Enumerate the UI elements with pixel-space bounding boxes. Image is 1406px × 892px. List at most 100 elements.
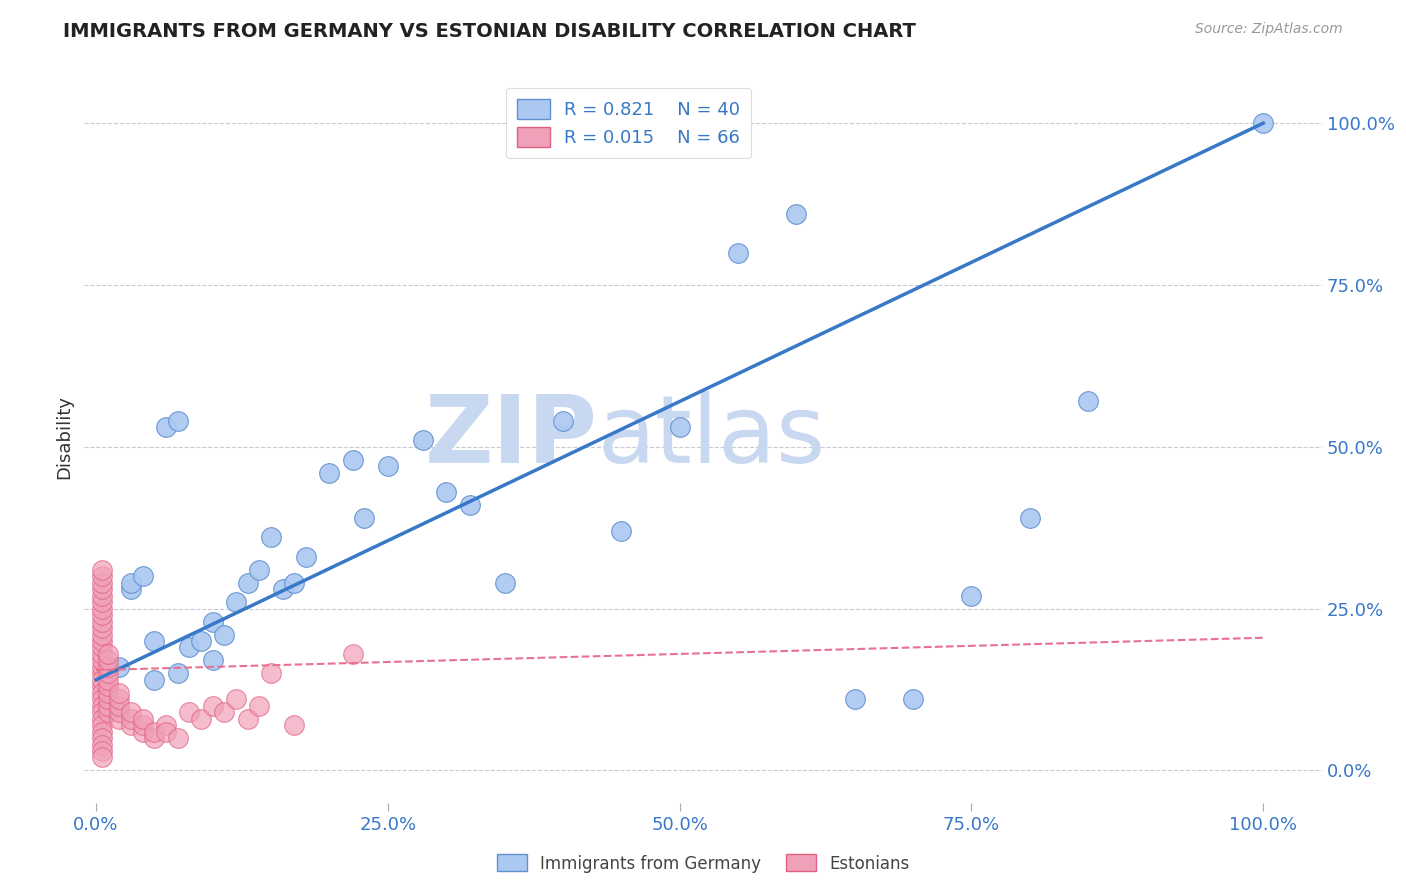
Text: Source: ZipAtlas.com: Source: ZipAtlas.com <box>1195 22 1343 37</box>
Point <box>190 634 212 648</box>
Point <box>143 731 166 745</box>
Point <box>97 673 120 687</box>
Point <box>90 698 112 713</box>
Point <box>785 207 807 221</box>
Point <box>132 569 155 583</box>
Point <box>412 434 434 448</box>
Point <box>90 615 112 629</box>
Point <box>844 692 866 706</box>
Point <box>97 698 120 713</box>
Point <box>283 575 305 590</box>
Point <box>434 485 457 500</box>
Y-axis label: Disability: Disability <box>55 395 73 479</box>
Point <box>90 634 112 648</box>
Point <box>90 608 112 623</box>
Point <box>90 563 112 577</box>
Point <box>377 459 399 474</box>
Point <box>108 705 131 719</box>
Point <box>90 640 112 655</box>
Point <box>143 724 166 739</box>
Text: ZIP: ZIP <box>425 391 598 483</box>
Point <box>318 466 340 480</box>
Point <box>90 718 112 732</box>
Point <box>295 549 318 564</box>
Point <box>166 414 188 428</box>
Text: atlas: atlas <box>598 391 827 483</box>
Point <box>283 718 305 732</box>
Point <box>90 569 112 583</box>
Point <box>260 666 283 681</box>
Point <box>668 420 690 434</box>
Point <box>90 595 112 609</box>
Point <box>90 647 112 661</box>
Text: IMMIGRANTS FROM GERMANY VS ESTONIAN DISABILITY CORRELATION CHART: IMMIGRANTS FROM GERMANY VS ESTONIAN DISA… <box>63 22 917 41</box>
Point <box>249 563 271 577</box>
Point <box>97 692 120 706</box>
Point <box>120 582 142 597</box>
Point <box>494 575 516 590</box>
Point <box>90 705 112 719</box>
Point <box>132 712 155 726</box>
Point <box>90 712 112 726</box>
Legend: Immigrants from Germany, Estonians: Immigrants from Germany, Estonians <box>489 847 917 880</box>
Point <box>1251 116 1274 130</box>
Point <box>90 589 112 603</box>
Point <box>97 660 120 674</box>
Point <box>1077 394 1099 409</box>
Point <box>97 679 120 693</box>
Point <box>90 750 112 764</box>
Point <box>90 731 112 745</box>
Point <box>90 653 112 667</box>
Point <box>90 692 112 706</box>
Point <box>90 660 112 674</box>
Point <box>97 686 120 700</box>
Point <box>97 647 120 661</box>
Point <box>201 615 224 629</box>
Point <box>120 712 142 726</box>
Point <box>960 589 983 603</box>
Point <box>342 647 364 661</box>
Legend: R = 0.821    N = 40, R = 0.015    N = 66: R = 0.821 N = 40, R = 0.015 N = 66 <box>506 87 751 158</box>
Point <box>236 712 259 726</box>
Point <box>108 712 131 726</box>
Point <box>90 666 112 681</box>
Point <box>155 718 177 732</box>
Point <box>271 582 294 597</box>
Point <box>97 705 120 719</box>
Point <box>97 653 120 667</box>
Point <box>90 679 112 693</box>
Point <box>90 582 112 597</box>
Point <box>108 660 131 674</box>
Point <box>90 686 112 700</box>
Point <box>201 653 224 667</box>
Point <box>90 627 112 641</box>
Point <box>249 698 271 713</box>
Point <box>143 634 166 648</box>
Point <box>166 731 188 745</box>
Point <box>90 738 112 752</box>
Point <box>727 245 749 260</box>
Point <box>260 530 283 544</box>
Point <box>120 575 142 590</box>
Point <box>225 595 247 609</box>
Point <box>90 601 112 615</box>
Point <box>901 692 924 706</box>
Point <box>108 698 131 713</box>
Point <box>214 705 236 719</box>
Point <box>108 686 131 700</box>
Point <box>132 718 155 732</box>
Point <box>201 698 224 713</box>
Point <box>120 705 142 719</box>
Point <box>179 705 201 719</box>
Point <box>90 744 112 758</box>
Point <box>90 724 112 739</box>
Point <box>610 524 633 538</box>
Point <box>214 627 236 641</box>
Point <box>236 575 259 590</box>
Point <box>458 498 481 512</box>
Point <box>90 575 112 590</box>
Point <box>353 511 375 525</box>
Point <box>90 621 112 635</box>
Point <box>108 692 131 706</box>
Point <box>225 692 247 706</box>
